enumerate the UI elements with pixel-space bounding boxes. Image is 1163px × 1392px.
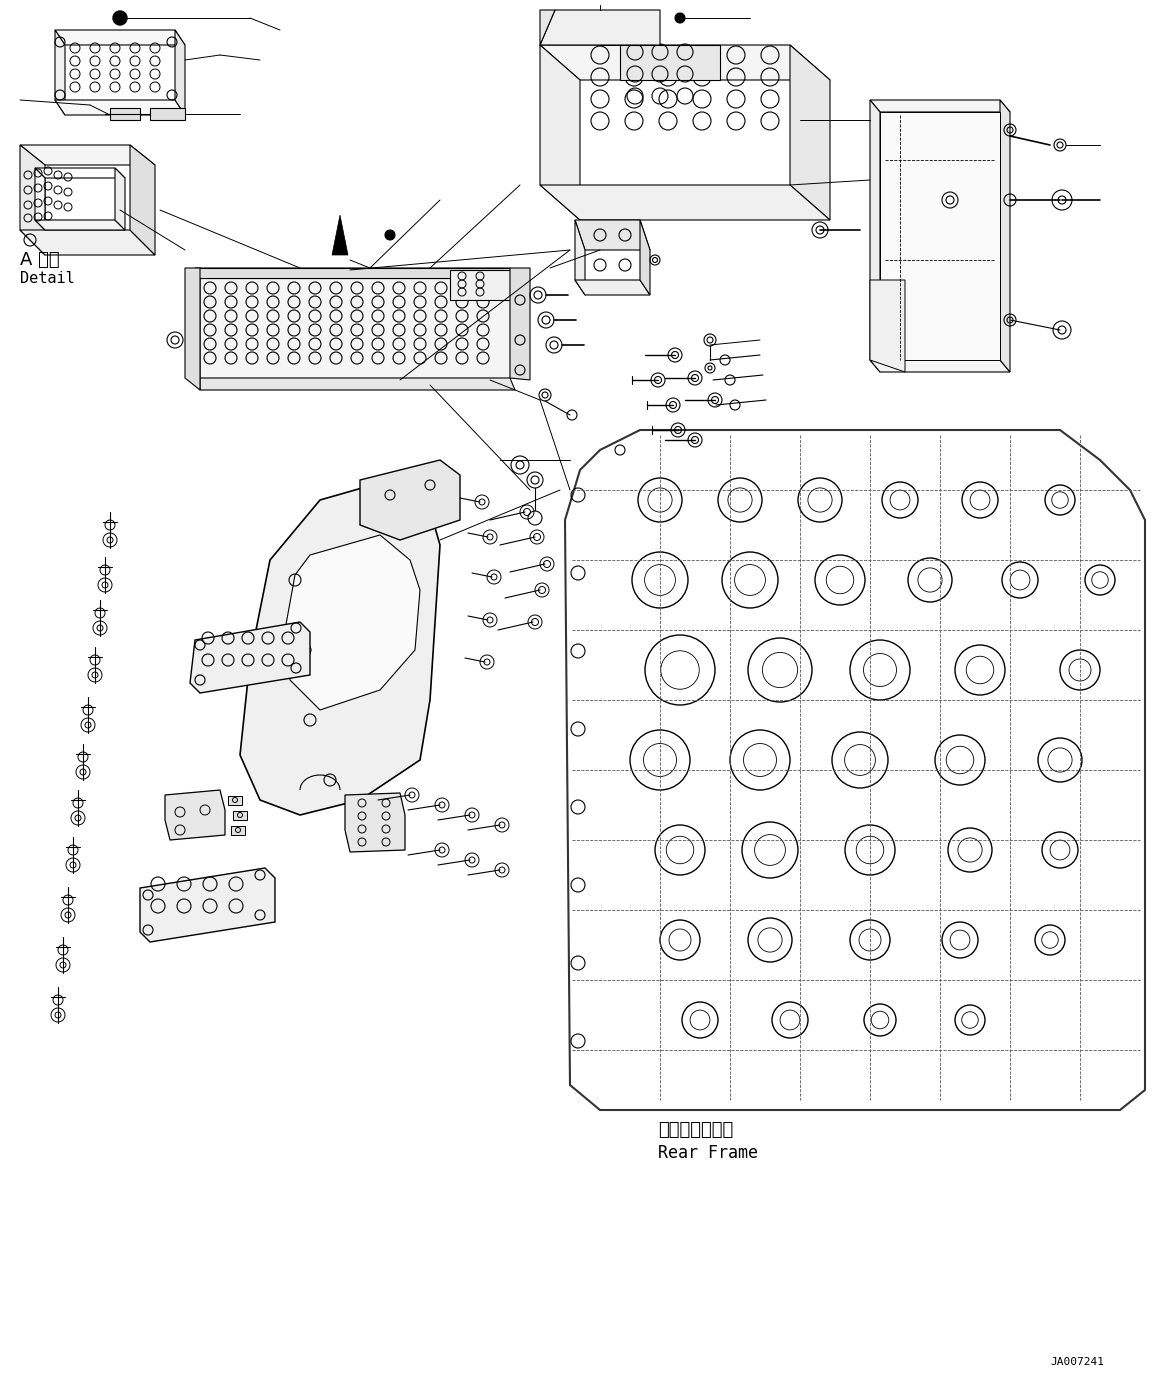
- Text: Rear Frame: Rear Frame: [658, 1144, 758, 1162]
- Polygon shape: [110, 109, 140, 120]
- Polygon shape: [345, 793, 405, 852]
- Polygon shape: [511, 269, 530, 380]
- Polygon shape: [35, 168, 45, 230]
- Polygon shape: [640, 220, 650, 295]
- Polygon shape: [20, 145, 155, 166]
- Polygon shape: [174, 31, 185, 116]
- Polygon shape: [575, 220, 585, 295]
- Polygon shape: [55, 31, 65, 116]
- Polygon shape: [150, 109, 185, 120]
- Polygon shape: [130, 145, 155, 255]
- Polygon shape: [450, 270, 511, 301]
- Polygon shape: [35, 168, 124, 178]
- Polygon shape: [540, 10, 659, 45]
- Polygon shape: [575, 220, 650, 251]
- Polygon shape: [140, 869, 274, 942]
- Polygon shape: [540, 45, 830, 79]
- Polygon shape: [285, 535, 420, 710]
- Bar: [228, 796, 242, 805]
- Circle shape: [113, 11, 127, 25]
- Polygon shape: [540, 10, 555, 45]
- Text: JA007241: JA007241: [1050, 1357, 1104, 1367]
- Polygon shape: [1000, 100, 1009, 372]
- Polygon shape: [195, 379, 515, 390]
- Polygon shape: [361, 459, 461, 540]
- Polygon shape: [195, 278, 511, 379]
- Polygon shape: [20, 145, 45, 255]
- Polygon shape: [870, 100, 880, 372]
- Polygon shape: [540, 185, 830, 220]
- Bar: [231, 825, 245, 835]
- Bar: [233, 812, 247, 820]
- Polygon shape: [870, 280, 905, 372]
- Text: Detail: Detail: [20, 271, 74, 285]
- Polygon shape: [575, 280, 650, 295]
- Polygon shape: [880, 111, 1000, 361]
- Polygon shape: [115, 168, 124, 230]
- Polygon shape: [35, 220, 124, 230]
- Polygon shape: [20, 230, 155, 255]
- Polygon shape: [240, 480, 440, 814]
- Polygon shape: [195, 269, 511, 278]
- Circle shape: [385, 230, 395, 239]
- Polygon shape: [870, 361, 1009, 372]
- Polygon shape: [195, 269, 511, 278]
- Polygon shape: [55, 100, 185, 116]
- Text: リヤーフレーム: リヤーフレーム: [658, 1121, 733, 1139]
- Polygon shape: [195, 269, 200, 390]
- Polygon shape: [331, 214, 348, 255]
- Polygon shape: [185, 269, 200, 390]
- Circle shape: [675, 13, 685, 24]
- Polygon shape: [790, 45, 830, 220]
- Polygon shape: [190, 622, 311, 693]
- Polygon shape: [870, 100, 1009, 111]
- Text: A 詳細: A 詳細: [20, 251, 59, 269]
- Polygon shape: [540, 45, 580, 220]
- Polygon shape: [55, 31, 185, 45]
- Polygon shape: [620, 45, 720, 79]
- Polygon shape: [165, 791, 224, 839]
